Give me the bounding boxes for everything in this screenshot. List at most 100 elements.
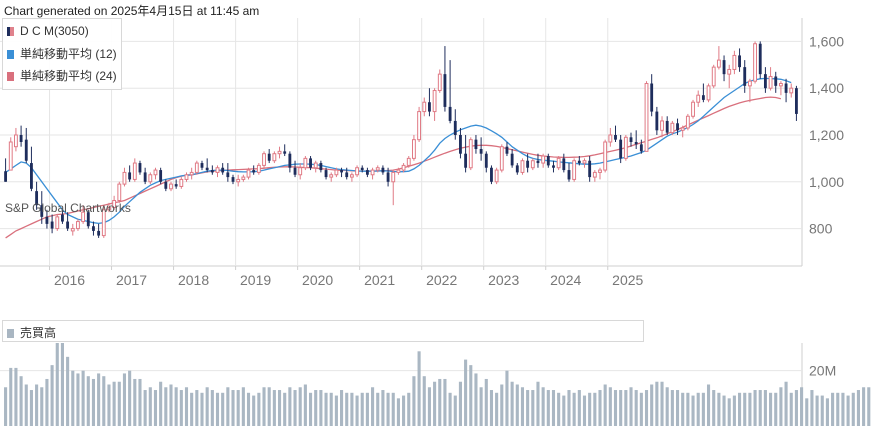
candle-body (319, 163, 323, 171)
candle-body (329, 174, 334, 178)
candle-body (665, 120, 669, 133)
volume-bar (324, 392, 328, 426)
volume-bar (412, 376, 416, 426)
volume-bar (81, 370, 85, 426)
chart-generated-text: Chart generated on 2025年4月15日 at 11:45 a… (4, 4, 260, 18)
volume-bar (593, 392, 597, 426)
candle (747, 78, 752, 103)
candle-body (732, 54, 737, 70)
candle (743, 60, 747, 93)
volume-bar (624, 390, 628, 426)
candle (19, 125, 23, 147)
candle (774, 71, 778, 93)
candle-body (422, 101, 427, 113)
candle-body (370, 169, 375, 176)
candle-body (530, 160, 535, 169)
volume-bar (55, 343, 59, 426)
volume-bar (453, 395, 457, 426)
x-tick-label: 2025 (612, 272, 643, 288)
candle (246, 167, 251, 180)
candle (70, 223, 75, 236)
legend-item-volume[interactable]: 売買高 (7, 324, 56, 341)
candle (86, 209, 90, 229)
candle-body (189, 171, 194, 176)
candle-body (541, 155, 546, 164)
y-tick-label: 1,200 (809, 127, 844, 143)
candle (334, 167, 339, 178)
legend-item-price[interactable]: D C M(3050) (7, 24, 89, 38)
x-tick-label: 2016 (54, 272, 85, 288)
candle (572, 158, 577, 182)
candle (262, 151, 266, 168)
candle (293, 160, 297, 178)
volume-bar (748, 392, 752, 426)
volume-bar (789, 392, 793, 426)
volume-bar (567, 390, 571, 426)
candle (309, 156, 312, 171)
candle-body (386, 172, 390, 182)
volume-bar (288, 387, 292, 426)
volume-bar (236, 390, 240, 426)
volume-bar (510, 381, 514, 426)
candle-body (634, 142, 638, 145)
candle-body (8, 141, 13, 171)
candle (221, 163, 225, 175)
candle (753, 41, 757, 84)
candle (169, 181, 173, 192)
candle-body (40, 205, 44, 217)
candle (639, 139, 643, 154)
candle-body (727, 68, 732, 75)
volume-bar (433, 381, 437, 426)
candle (448, 60, 452, 124)
legend-item-ma12[interactable]: 単純移動平均 (12) (7, 45, 117, 62)
legend-label: 単純移動平均 (24) (20, 69, 117, 83)
legend-item-ma24[interactable]: 単純移動平均 (24) (7, 67, 117, 84)
watermark: S&P Global Chartworks (5, 201, 131, 215)
candle-body (117, 183, 122, 201)
candle (66, 212, 70, 231)
candle-body (381, 167, 385, 173)
volume-bar (153, 390, 158, 426)
candle (706, 83, 711, 103)
candle-body (546, 156, 550, 166)
candle (132, 158, 137, 182)
candle (727, 64, 732, 89)
volume-bar (505, 370, 509, 426)
candle-body (200, 163, 204, 168)
candle (319, 160, 323, 173)
candle (665, 116, 669, 135)
candle-body (428, 102, 431, 112)
volume-bar (469, 365, 473, 426)
candle (381, 165, 385, 175)
candle (24, 127, 28, 164)
candle (562, 153, 566, 173)
candle-body (159, 170, 163, 182)
candle-body (459, 134, 462, 154)
candle (784, 78, 788, 103)
candle-body (592, 171, 597, 178)
candle (685, 113, 690, 131)
candle-body (221, 167, 225, 173)
candle-body (174, 184, 178, 187)
volume-bar (686, 392, 690, 426)
volume-bar (102, 376, 106, 426)
candle-body (107, 207, 111, 211)
candle (422, 97, 427, 117)
volume-bar (138, 378, 142, 426)
volume-bar (794, 390, 798, 426)
candle (189, 167, 194, 180)
candle-body (122, 171, 127, 185)
volume-bar (221, 392, 225, 426)
candle-body (676, 123, 679, 131)
volume-bar (4, 387, 8, 426)
candle (732, 50, 737, 75)
candle-body (479, 149, 483, 154)
candle-body (747, 80, 752, 87)
volume-bar (836, 392, 840, 426)
volume-bar (66, 356, 70, 426)
candle (608, 127, 613, 147)
candle (494, 167, 499, 185)
candle-body (490, 167, 493, 182)
volume-bar (298, 387, 302, 426)
candle-body (132, 162, 137, 180)
